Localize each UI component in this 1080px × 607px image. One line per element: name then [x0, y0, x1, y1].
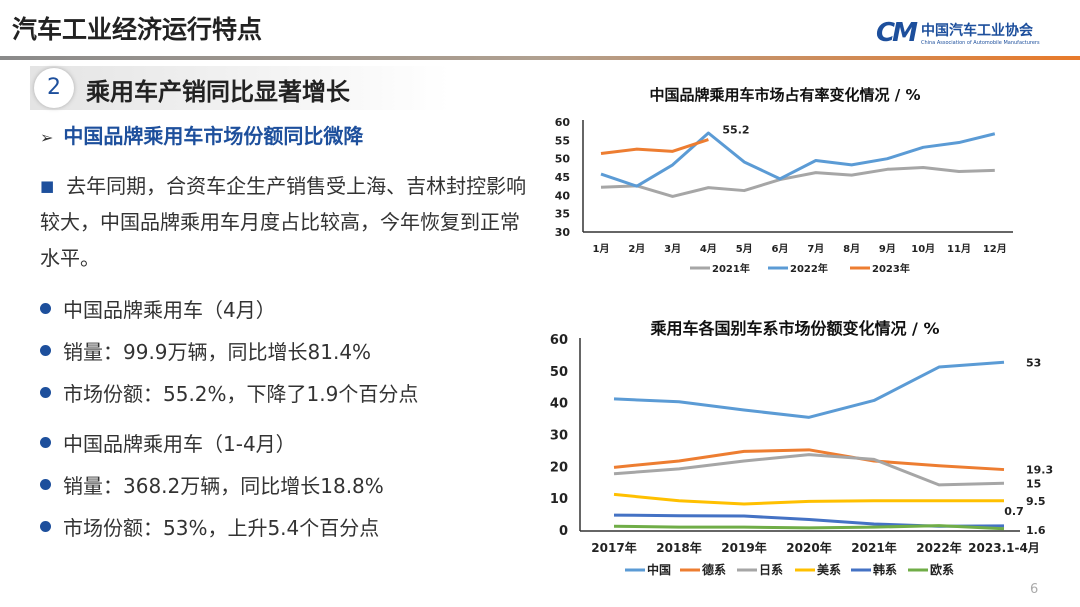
data-label: 9.5 [1026, 495, 1046, 508]
x-tick-label: 8月 [843, 243, 860, 255]
data-label: 19.3 [1026, 464, 1053, 477]
section-number: 2 [34, 68, 74, 108]
x-tick-label: 2018年 [656, 540, 701, 555]
header-divider [0, 56, 1080, 60]
dot-icon [40, 479, 51, 490]
arrow-bullet-icon: ➢ [40, 128, 54, 147]
series-line-德系 [613, 448, 1005, 472]
data-label: 1.6 [1026, 524, 1046, 537]
x-tick-label: 11月 [947, 243, 971, 255]
data-label: 15 [1026, 477, 1041, 490]
page-title: 汽车工业经济运行特点 [12, 15, 263, 44]
dot-icon [40, 437, 51, 448]
x-tick-label: 12月 [983, 243, 1007, 255]
legend-label: 欧系 [930, 562, 954, 577]
legend-label: 韩系 [873, 562, 897, 577]
paragraph: ■ 去年同期，合资车企生产销售受上海、吉林封控影响较大，中国品牌乘用车月度占比较高… [40, 168, 530, 276]
bullet-item: 中国品牌乘用车（4月） [40, 294, 276, 323]
x-tick-label: 3月 [664, 243, 681, 255]
legend-label: 2022年 [790, 262, 828, 275]
bullet-text: 中国品牌乘用车（1-4月） [63, 432, 296, 456]
y-tick-label: 50 [550, 365, 568, 380]
y-tick-label: 45 [555, 171, 570, 184]
y-tick-label: 10 [550, 492, 568, 507]
bullet-item: 销量：99.9万辆，同比增长81.4% [40, 336, 371, 365]
series-line-2022年 [600, 131, 996, 188]
x-tick-label: 1月 [593, 243, 610, 255]
square-bullet-icon: ■ [40, 177, 55, 195]
series-line-日系 [613, 453, 1005, 487]
dot-icon [40, 521, 51, 532]
bullet-item: 销量：368.2万辆，同比增长18.8% [40, 470, 384, 499]
y-tick-label: 60 [555, 116, 571, 129]
y-tick-label: 0 [559, 524, 568, 539]
y-tick-label: 35 [555, 208, 570, 221]
subheading-text: 中国品牌乘用车市场份额同比微降 [63, 124, 364, 148]
data-label: 53 [1026, 356, 1041, 369]
legend-label: 美系 [817, 562, 841, 577]
logo-name-en: China Association of Automobile Manufact… [920, 40, 1040, 46]
bullet-item: 市场份额：53%，上升5.4个百分点 [40, 512, 379, 541]
logo-mark-icon: CM [876, 18, 918, 48]
bullet-text: 市场份额：55.2%，下降了1.9个百分点 [63, 382, 419, 406]
section-title: 乘用车产销同比显著增长 [86, 78, 350, 106]
bullet-text: 市场份额：53%，上升5.4个百分点 [63, 516, 380, 540]
x-tick-label: 2021年 [851, 540, 896, 555]
data-label: 0.7 [1004, 505, 1024, 518]
data-label: 55.2 [722, 124, 749, 137]
x-tick-label: 2月 [628, 243, 645, 255]
legend-label: 日系 [759, 562, 783, 577]
x-tick-label: 7月 [807, 243, 824, 255]
x-tick-label: 4月 [700, 243, 717, 255]
legend-label: 德系 [702, 562, 726, 577]
x-tick-label: 9月 [879, 243, 896, 255]
y-tick-label: 40 [555, 189, 571, 202]
bullet-text: 销量：368.2万辆，同比增长18.8% [63, 474, 384, 498]
y-tick-label: 30 [555, 226, 571, 239]
caam-logo: CM 中国汽车工业协会 China Association of Automob… [876, 18, 1040, 48]
series-line-2023年 [600, 138, 709, 156]
bullet-item: 中国品牌乘用车（1-4月） [40, 428, 296, 457]
x-tick-label: 10月 [911, 243, 935, 255]
bullet-text: 销量：99.9万辆，同比增长81.4% [63, 340, 372, 364]
subheading: ➢ 中国品牌乘用车市场份额同比微降 [40, 120, 363, 149]
x-tick-label: 2023.1-4月 [968, 541, 1040, 555]
paragraph-text: 去年同期，合资车企生产销售受上海、吉林封控影响较大，中国品牌乘用车月度占比较高，… [40, 174, 527, 270]
y-tick-label: 60 [550, 333, 568, 348]
chart-title: 乘用车各国别车系市场份额变化情况 / % [649, 319, 939, 338]
x-tick-label: 5月 [736, 243, 753, 255]
chart-title: 中国品牌乘用车市场占有率变化情况 / % [650, 86, 921, 104]
x-tick-label: 2020年 [786, 540, 831, 555]
legend-label: 中国 [647, 562, 671, 577]
x-tick-label: 2017年 [591, 540, 636, 555]
series-line-欧系 [613, 524, 1005, 531]
x-tick-label: 6月 [772, 243, 789, 255]
page-number: 6 [1030, 582, 1039, 597]
x-tick-label: 2022年 [916, 540, 961, 555]
y-tick-label: 50 [555, 153, 571, 166]
y-tick-label: 55 [555, 134, 570, 147]
dot-icon [40, 387, 51, 398]
section-banner [30, 66, 450, 110]
y-tick-label: 20 [550, 460, 568, 475]
dot-icon [40, 345, 51, 356]
y-tick-label: 40 [550, 397, 568, 412]
series-line-2021年 [600, 165, 995, 198]
y-tick-label: 30 [550, 429, 568, 444]
logo-name: 中国汽车工业协会 [920, 23, 1033, 39]
dot-icon [40, 303, 51, 314]
x-tick-label: 2019年 [721, 540, 766, 555]
bullet-text: 中国品牌乘用车（4月） [63, 298, 276, 322]
series-line-中国 [613, 360, 1005, 419]
series-line-美系 [613, 492, 1004, 506]
legend-label: 2021年 [712, 262, 750, 275]
legend-label: 2023年 [872, 262, 910, 275]
bullet-item: 市场份额：55.2%，下降了1.9个百分点 [40, 378, 418, 407]
